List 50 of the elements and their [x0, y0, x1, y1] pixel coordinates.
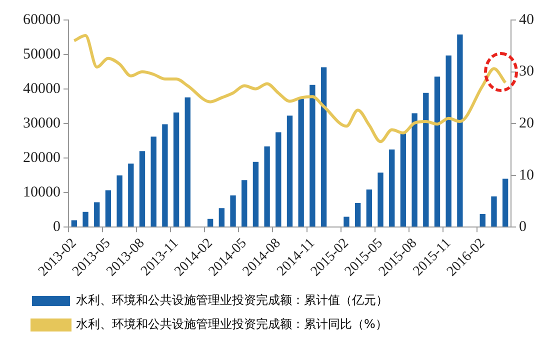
bar	[400, 134, 406, 227]
y2-tick-label: 40	[519, 12, 534, 28]
bar	[434, 76, 440, 227]
bar	[139, 151, 146, 227]
y2-tick-label: 10	[519, 167, 534, 184]
bar	[480, 214, 486, 227]
bar	[207, 218, 214, 227]
bar	[446, 56, 452, 227]
bar	[354, 202, 361, 227]
y-tick-label: 0	[53, 219, 60, 236]
y2-tick-label: 20	[519, 116, 534, 132]
y-tick-label: 30000	[23, 116, 60, 132]
y-tick-label: 20000	[23, 150, 60, 166]
bar	[184, 97, 190, 227]
bar	[82, 212, 88, 227]
bar	[150, 136, 156, 227]
bar	[71, 220, 78, 227]
bar	[457, 34, 463, 227]
y2-tick-label: 30	[519, 64, 534, 80]
bar	[173, 112, 180, 227]
bar	[491, 196, 497, 227]
legend-label: 水利、环境和公共设施管理业投资完成额：累计同比（%）	[76, 317, 388, 332]
bar	[412, 113, 418, 227]
bar	[230, 195, 236, 227]
bar	[423, 92, 429, 227]
bar	[344, 216, 350, 227]
bar	[218, 208, 225, 227]
bar	[242, 180, 248, 227]
y-tick-label: 10000	[23, 184, 60, 201]
legend-label: 水利、环境和公共设施管理业投资完成额：累计值（亿元）	[76, 293, 388, 308]
bar	[162, 124, 168, 227]
bar	[378, 172, 384, 227]
bar	[286, 116, 293, 227]
bar	[502, 178, 508, 227]
bar	[320, 67, 327, 227]
bar	[252, 162, 259, 227]
bar	[128, 164, 134, 227]
y-tick-label: 60000	[23, 12, 60, 28]
bar	[366, 190, 372, 227]
bar	[94, 202, 100, 227]
y-tick-label: 40000	[23, 80, 60, 97]
bar	[105, 190, 112, 227]
bar	[276, 132, 282, 227]
bar	[310, 84, 316, 227]
bar	[389, 149, 395, 227]
y-tick-label: 50000	[23, 46, 60, 62]
bar	[116, 175, 122, 227]
bar	[298, 98, 304, 227]
y2-tick-label: 0	[519, 219, 526, 236]
bar	[264, 146, 270, 227]
